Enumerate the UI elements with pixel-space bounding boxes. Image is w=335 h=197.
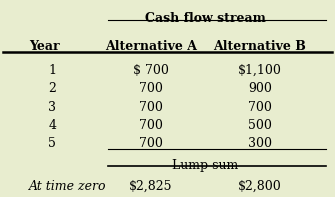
Text: 300: 300 (248, 138, 272, 151)
Text: 4: 4 (48, 119, 56, 132)
Text: 2: 2 (48, 82, 56, 95)
Text: 5: 5 (48, 138, 56, 151)
Text: Lump sum: Lump sum (172, 159, 239, 172)
Text: 700: 700 (139, 101, 163, 113)
Text: 700: 700 (139, 119, 163, 132)
Text: Alternative B: Alternative B (213, 40, 306, 53)
Text: At time zero: At time zero (29, 180, 107, 193)
Text: 700: 700 (139, 82, 163, 95)
Text: Alternative A: Alternative A (105, 40, 197, 53)
Text: 700: 700 (248, 101, 272, 113)
Text: Cash flow stream: Cash flow stream (145, 12, 266, 25)
Text: $ 700: $ 700 (133, 64, 169, 77)
Text: 500: 500 (248, 119, 272, 132)
Text: 700: 700 (139, 138, 163, 151)
Text: $2,800: $2,800 (238, 180, 282, 193)
Text: Year: Year (29, 40, 60, 53)
Text: $2,825: $2,825 (129, 180, 173, 193)
Text: $1,100: $1,100 (238, 64, 282, 77)
Text: 900: 900 (248, 82, 272, 95)
Text: 3: 3 (48, 101, 56, 113)
Text: 1: 1 (48, 64, 56, 77)
